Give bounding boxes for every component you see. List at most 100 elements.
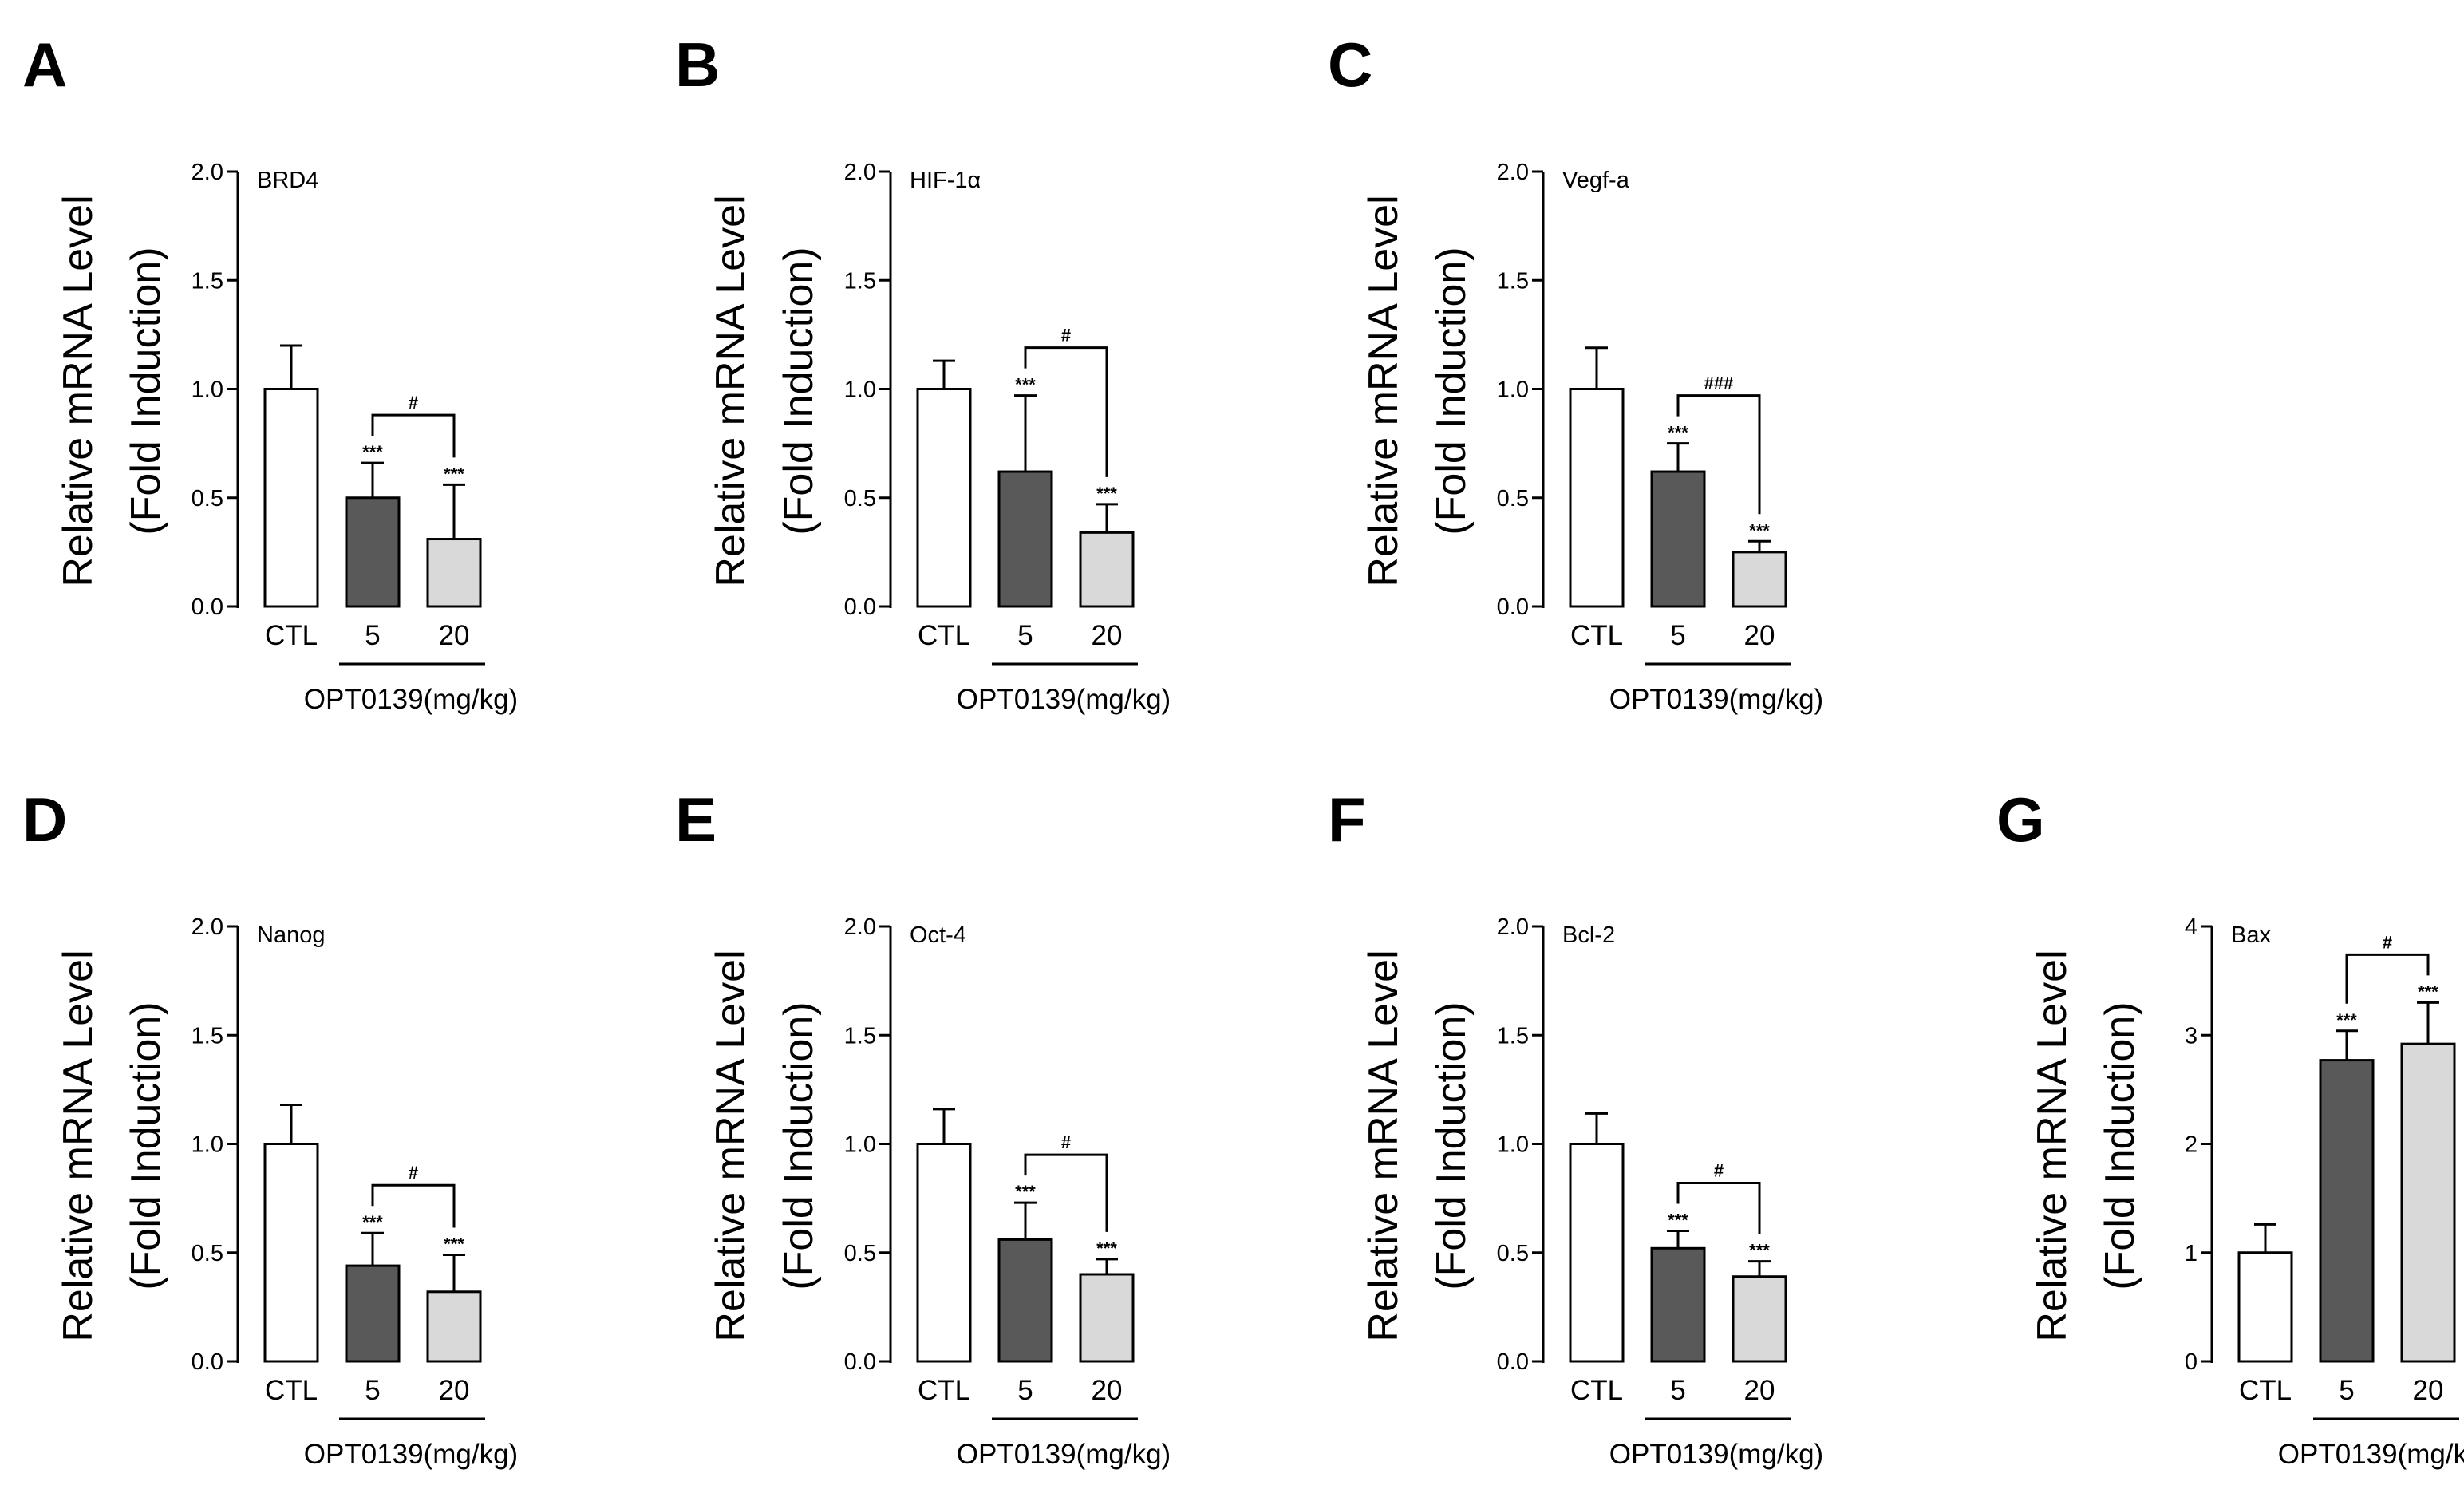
x-category-label: CTL bbox=[918, 620, 970, 651]
x-category-label: CTL bbox=[265, 1375, 318, 1406]
panel-e: E Relative mRNA Level (Fold Induction) 0.0 0… bbox=[675, 784, 1171, 1470]
panel-b: B Relative mRNA Level (Fold Induction) 0.0 0… bbox=[675, 30, 1171, 715]
significance-label: *** bbox=[1096, 1238, 1117, 1258]
comparison-bracket bbox=[371, 413, 456, 458]
gene-label: BRD4 bbox=[257, 168, 318, 193]
significance-label: *** bbox=[444, 464, 464, 484]
x-category-label: 20 bbox=[2413, 1375, 2444, 1406]
panel-a: A Relative mRNA Level (Fold Induction) 0.0 0… bbox=[22, 30, 518, 715]
significance-label: *** bbox=[2336, 1010, 2357, 1030]
panel-d: D Relative mRNA Level (Fold Induction) 0.0 0… bbox=[22, 784, 518, 1470]
bracket-label: ### bbox=[1704, 373, 1734, 393]
bar-5 bbox=[1650, 470, 1706, 608]
significance-label: *** bbox=[1015, 1182, 1036, 1202]
y-tick-label: 1.5 bbox=[1497, 1023, 1529, 1049]
y-tick-label: 1.0 bbox=[844, 1132, 876, 1158]
y-tick-label: 2.0 bbox=[1497, 914, 1529, 940]
panel-letter: C bbox=[1328, 30, 1372, 100]
group-label: OPT0139(mg/kg) bbox=[1609, 1439, 1823, 1470]
bracket-label: # bbox=[2383, 932, 2392, 952]
x-category-label: 5 bbox=[1017, 1375, 1033, 1406]
bar-20 bbox=[1079, 1273, 1135, 1363]
significance-label: *** bbox=[1096, 484, 1117, 504]
y-tick-label: 1.5 bbox=[1497, 268, 1529, 294]
y-tick-label: 4 bbox=[2185, 914, 2197, 940]
x-category-label: CTL bbox=[2239, 1375, 2292, 1406]
gene-label: Nanog bbox=[257, 922, 325, 948]
y-tick-label: 2.0 bbox=[844, 160, 876, 185]
x-category-label: 5 bbox=[1670, 620, 1685, 651]
x-category-label: 5 bbox=[1017, 620, 1033, 651]
x-category-label: 20 bbox=[1744, 620, 1775, 651]
group-label: OPT0139(mg/kg) bbox=[304, 1439, 518, 1470]
comparison-bracket bbox=[371, 1183, 456, 1228]
y-axis-label: Relative mRNA Level bbox=[55, 195, 101, 587]
x-category-label: 5 bbox=[1670, 1375, 1685, 1406]
bar-20 bbox=[2400, 1042, 2456, 1363]
bar-20 bbox=[426, 1290, 482, 1363]
bar-ctl bbox=[916, 388, 972, 608]
y-tick-label: 2.0 bbox=[192, 914, 223, 940]
y-tick-label: 0.0 bbox=[1497, 1349, 1529, 1375]
x-category-label: 5 bbox=[365, 1375, 380, 1406]
significance-label: *** bbox=[1015, 375, 1036, 395]
bracket-label: # bbox=[409, 1163, 418, 1183]
y-tick-label: 1.5 bbox=[844, 1023, 876, 1049]
y-axis-label-sub: (Fold Induction) bbox=[123, 247, 169, 535]
panel-c: C Relative mRNA Level (Fold Induction) 0.0 0… bbox=[1328, 30, 1823, 715]
bar-20 bbox=[1732, 1275, 1787, 1363]
significance-label: *** bbox=[1668, 1211, 1688, 1230]
x-category-label: 20 bbox=[1092, 1375, 1123, 1406]
bar-5 bbox=[997, 1238, 1053, 1363]
comparison-bracket bbox=[1676, 394, 1761, 515]
x-category-label: CTL bbox=[1570, 1375, 1623, 1406]
panel-letter: A bbox=[22, 30, 67, 100]
y-tick-label: 0.5 bbox=[192, 486, 223, 512]
bar-5 bbox=[345, 496, 401, 608]
panel-g: G Relative mRNA Level (Fold Induction) 0 1 2 3… bbox=[1996, 784, 2464, 1470]
group-label: OPT0139(mg/kg) bbox=[957, 1439, 1171, 1470]
y-axis-label: Relative mRNA Level bbox=[708, 950, 754, 1341]
x-category-label: CTL bbox=[1570, 620, 1623, 651]
comparison-bracket bbox=[2345, 953, 2430, 1004]
y-tick-label: 1 bbox=[2185, 1241, 2197, 1266]
y-tick-label: 1.0 bbox=[844, 377, 876, 403]
y-axis-label-sub: (Fold Induction) bbox=[1428, 247, 1475, 535]
y-tick-label: 1.0 bbox=[192, 377, 223, 403]
y-tick-label: 0.0 bbox=[192, 1349, 223, 1375]
comparison-bracket bbox=[1024, 1153, 1108, 1232]
y-tick-label: 0.0 bbox=[192, 594, 223, 620]
y-tick-label: 0.5 bbox=[1497, 486, 1529, 512]
bar-5 bbox=[345, 1264, 401, 1363]
y-tick-label: 0.0 bbox=[844, 1349, 876, 1375]
y-axis-label: Relative mRNA Level bbox=[2029, 950, 2075, 1341]
bracket-label: # bbox=[1714, 1161, 1724, 1181]
gene-label: Vegf-a bbox=[1562, 168, 1630, 193]
y-tick-label: 1.0 bbox=[192, 1132, 223, 1158]
significance-label: *** bbox=[362, 442, 383, 462]
y-tick-label: 2.0 bbox=[192, 160, 223, 185]
bar-5 bbox=[2319, 1059, 2375, 1363]
comparison-bracket bbox=[1024, 346, 1108, 477]
y-tick-label: 0.0 bbox=[1497, 594, 1529, 620]
y-axis-label-sub: (Fold Induction) bbox=[123, 1001, 169, 1290]
bar-ctl bbox=[263, 388, 319, 608]
significance-label: *** bbox=[1749, 1241, 1770, 1261]
panel-letter: B bbox=[675, 30, 720, 100]
group-label: OPT0139(mg/kg) bbox=[957, 684, 1171, 715]
x-category-label: CTL bbox=[918, 1375, 970, 1406]
y-tick-label: 1.5 bbox=[844, 268, 876, 294]
bracket-label: # bbox=[1061, 326, 1071, 346]
bar-ctl bbox=[263, 1143, 319, 1363]
bar-ctl bbox=[916, 1143, 972, 1363]
comparison-bracket bbox=[1676, 1182, 1761, 1234]
y-axis-label-sub: (Fold Induction) bbox=[776, 247, 822, 535]
y-tick-label: 0.5 bbox=[844, 1241, 876, 1266]
panel-letter: G bbox=[1996, 784, 2045, 855]
y-axis-label-sub: (Fold Induction) bbox=[2097, 1001, 2143, 1290]
gene-label: Bax bbox=[2231, 922, 2271, 948]
y-tick-label: 1.0 bbox=[1497, 377, 1529, 403]
panel-letter: F bbox=[1328, 784, 1366, 855]
x-category-label: 5 bbox=[365, 620, 380, 651]
y-tick-label: 0.5 bbox=[844, 486, 876, 512]
